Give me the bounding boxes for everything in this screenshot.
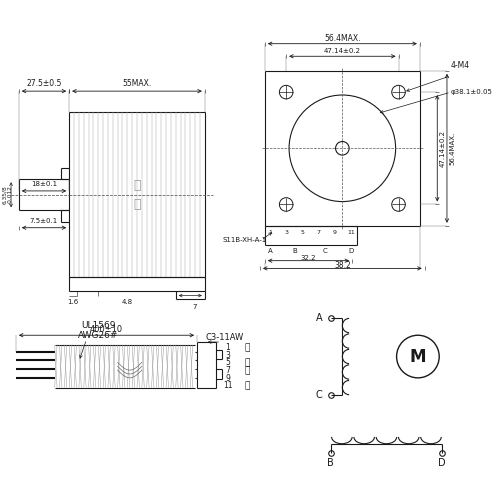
Text: C3-11AW: C3-11AW bbox=[205, 332, 244, 342]
Text: 47.14±0.2: 47.14±0.2 bbox=[440, 130, 446, 167]
Text: 黄: 黄 bbox=[244, 358, 250, 368]
Text: 18±0.1: 18±0.1 bbox=[31, 181, 57, 187]
Text: 400±10: 400±10 bbox=[90, 325, 123, 334]
Text: 6.35/8
-0.012: 6.35/8 -0.012 bbox=[2, 186, 12, 204]
Text: 32.2: 32.2 bbox=[300, 254, 316, 260]
Text: S11B-XH-A-1: S11B-XH-A-1 bbox=[222, 238, 266, 244]
Text: 56.4MAX.: 56.4MAX. bbox=[324, 34, 360, 43]
Text: 5: 5 bbox=[301, 230, 305, 235]
Text: 签: 签 bbox=[133, 198, 140, 211]
Text: 1: 1 bbox=[268, 230, 272, 235]
Text: 4.8: 4.8 bbox=[122, 300, 133, 306]
Text: UL1569: UL1569 bbox=[81, 321, 116, 330]
Text: 38.2: 38.2 bbox=[334, 261, 350, 270]
Text: C: C bbox=[316, 390, 322, 400]
Text: B: B bbox=[292, 248, 297, 254]
Text: 红: 红 bbox=[244, 381, 250, 390]
Text: 11: 11 bbox=[224, 381, 233, 390]
Text: B: B bbox=[328, 458, 334, 468]
Text: 4-M4: 4-M4 bbox=[451, 62, 470, 70]
Text: 7: 7 bbox=[317, 230, 321, 235]
Text: 56.4MAX.: 56.4MAX. bbox=[450, 132, 456, 165]
Text: 47.14±0.2: 47.14±0.2 bbox=[324, 48, 361, 54]
Text: 7: 7 bbox=[226, 366, 230, 375]
Text: 绿: 绿 bbox=[244, 366, 250, 375]
Text: AWG26#: AWG26# bbox=[78, 330, 118, 340]
Text: 5: 5 bbox=[226, 358, 230, 368]
Text: 3: 3 bbox=[226, 351, 230, 360]
Text: 9: 9 bbox=[333, 230, 337, 235]
Text: 7: 7 bbox=[193, 304, 198, 310]
Text: D: D bbox=[438, 458, 446, 468]
Text: 55MAX.: 55MAX. bbox=[122, 79, 152, 88]
Text: C: C bbox=[322, 248, 328, 254]
Text: A: A bbox=[268, 248, 273, 254]
Text: M: M bbox=[410, 348, 426, 366]
Text: 27.5±0.5: 27.5±0.5 bbox=[26, 79, 62, 88]
Text: 标: 标 bbox=[133, 178, 140, 192]
Text: 1.6: 1.6 bbox=[68, 300, 78, 306]
Text: 9: 9 bbox=[226, 374, 230, 382]
Text: 蓝: 蓝 bbox=[244, 344, 250, 352]
Text: D: D bbox=[348, 248, 354, 254]
Text: φ38.1±0.05: φ38.1±0.05 bbox=[451, 89, 492, 95]
Text: 1: 1 bbox=[226, 344, 230, 352]
Text: A: A bbox=[316, 313, 322, 323]
Text: 3: 3 bbox=[284, 230, 288, 235]
Text: 7.5±0.1: 7.5±0.1 bbox=[30, 218, 58, 224]
Text: 11: 11 bbox=[347, 230, 355, 235]
